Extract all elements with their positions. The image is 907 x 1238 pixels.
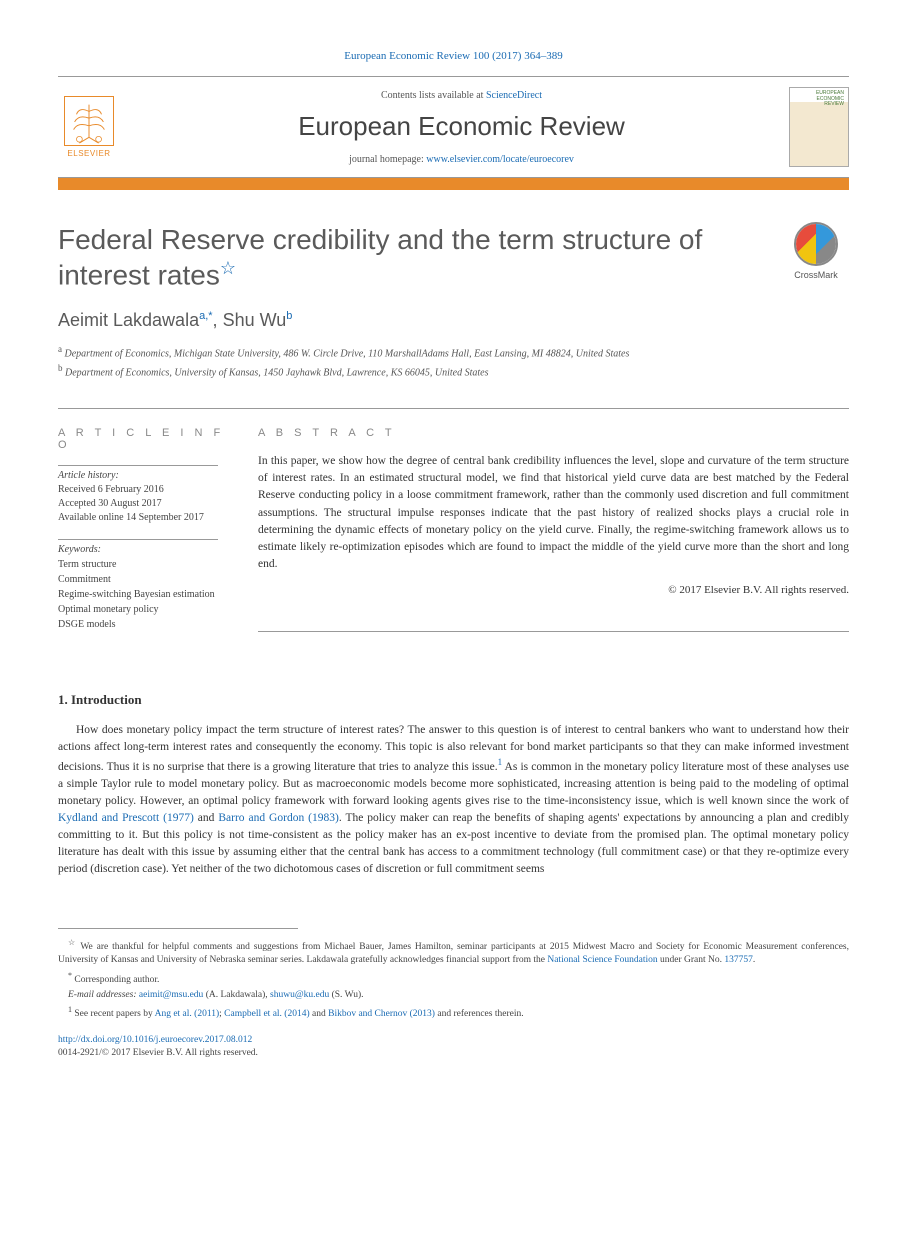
journal-header: ELSEVIER Contents lists available at Sci… bbox=[58, 76, 849, 178]
abstract-text: In this paper, we show how the degree of… bbox=[258, 453, 849, 574]
author-2-sup[interactable]: b bbox=[286, 310, 292, 322]
footnote-1: 1 See recent papers by Ang et al. (2011)… bbox=[58, 1004, 849, 1021]
journal-homepage: journal homepage: www.elsevier.com/locat… bbox=[134, 154, 789, 165]
ref-kydland-prescott[interactable]: Kydland and Prescott (1977) bbox=[58, 812, 194, 824]
cover-title: EUROPEAN ECONOMIC REVIEW bbox=[816, 91, 844, 108]
footnotes-divider bbox=[58, 928, 298, 937]
elsevier-logo[interactable]: ELSEVIER bbox=[58, 91, 120, 163]
journal-reference: European Economic Review 100 (2017) 364–… bbox=[58, 50, 849, 62]
title-text: Federal Reserve credibility and the term… bbox=[58, 224, 702, 290]
author-1: Aeimit Lakdawala bbox=[58, 310, 199, 330]
contents-prefix: Contents lists available at bbox=[381, 90, 486, 101]
journal-name: European Economic Review bbox=[134, 111, 789, 142]
author-1-sup[interactable]: a,* bbox=[199, 310, 212, 322]
orange-divider-bar bbox=[58, 178, 849, 190]
ref-barro-gordon[interactable]: Barro and Gordon (1983) bbox=[218, 812, 338, 824]
author-separator: , bbox=[213, 310, 223, 330]
affiliation-a: a Department of Economics, Michigan Stat… bbox=[58, 343, 849, 361]
email-1-link[interactable]: aeimit@msu.edu bbox=[139, 990, 203, 1000]
elsevier-label: ELSEVIER bbox=[67, 149, 110, 158]
abstract-column: A B S T R A C T In this paper, we show h… bbox=[258, 427, 849, 632]
nsf-link[interactable]: National Science Foundation bbox=[547, 955, 657, 965]
keyword-item: Optimal monetary policy bbox=[58, 602, 228, 617]
article-info-label: A R T I C L E I N F O bbox=[58, 427, 228, 451]
footnote-corresponding: * Corresponding author. bbox=[58, 970, 849, 987]
keywords-list: Term structure Commitment Regime-switchi… bbox=[58, 557, 228, 632]
history-text: Received 6 February 2016 Accepted 30 Aug… bbox=[58, 483, 228, 525]
doi-link[interactable]: http://dx.doi.org/10.1016/j.euroecorev.2… bbox=[58, 1035, 252, 1045]
homepage-link[interactable]: www.elsevier.com/locate/euroecorev bbox=[426, 154, 574, 165]
keyword-item: Term structure bbox=[58, 557, 228, 572]
ref-campbell[interactable]: Campbell et al. (2014) bbox=[224, 1010, 309, 1020]
keyword-item: Regime-switching Bayesian estimation bbox=[58, 587, 228, 602]
keywords-heading: Keywords: bbox=[58, 544, 228, 555]
homepage-prefix: journal homepage: bbox=[349, 154, 426, 165]
history-heading: Article history: bbox=[58, 470, 228, 481]
affiliations: a Department of Economics, Michigan Stat… bbox=[58, 343, 849, 380]
crossmark-icon bbox=[794, 222, 838, 266]
title-footnote-star-icon[interactable]: ☆ bbox=[220, 258, 236, 278]
affiliation-b: b Department of Economics, University of… bbox=[58, 362, 849, 380]
keyword-item: DSGE models bbox=[58, 617, 228, 632]
ref-ang[interactable]: Ang et al. (2011) bbox=[155, 1010, 220, 1020]
crossmark-badge[interactable]: CrossMark bbox=[783, 222, 849, 280]
email-2-link[interactable]: shuwu@ku.edu bbox=[270, 990, 329, 1000]
contents-available: Contents lists available at ScienceDirec… bbox=[134, 90, 789, 101]
keyword-item: Commitment bbox=[58, 572, 228, 587]
grant-link[interactable]: 137757 bbox=[724, 955, 753, 965]
article-info-column: A R T I C L E I N F O Article history: R… bbox=[58, 427, 258, 632]
journal-cover-thumbnail[interactable]: EUROPEAN ECONOMIC REVIEW bbox=[789, 87, 849, 167]
section-1-heading: 1. Introduction bbox=[58, 692, 849, 708]
doi-block: http://dx.doi.org/10.1016/j.euroecorev.2… bbox=[58, 1034, 849, 1061]
abstract-label: A B S T R A C T bbox=[258, 427, 849, 439]
crossmark-label: CrossMark bbox=[783, 270, 849, 280]
issn-copyright: 0014-2921/© 2017 Elsevier B.V. All right… bbox=[58, 1048, 258, 1058]
introduction-paragraph: How does monetary policy impact the term… bbox=[58, 722, 849, 878]
ref-bikbov[interactable]: Bikbov and Chernov (2013) bbox=[328, 1010, 435, 1020]
footnotes-block: ☆ We are thankful for helpful comments a… bbox=[58, 937, 849, 1022]
author-2: Shu Wu bbox=[223, 310, 287, 330]
sciencedirect-link[interactable]: ScienceDirect bbox=[486, 90, 542, 101]
footnote-emails: E-mail addresses: aeimit@msu.edu (A. Lak… bbox=[58, 989, 849, 1002]
footnote-star: ☆ We are thankful for helpful comments a… bbox=[58, 937, 849, 968]
article-title: Federal Reserve credibility and the term… bbox=[58, 222, 763, 292]
authors-line: Aeimit Lakdawalaa,*, Shu Wub bbox=[58, 310, 849, 331]
elsevier-tree-icon bbox=[64, 96, 114, 146]
abstract-copyright: © 2017 Elsevier B.V. All rights reserved… bbox=[258, 584, 849, 596]
